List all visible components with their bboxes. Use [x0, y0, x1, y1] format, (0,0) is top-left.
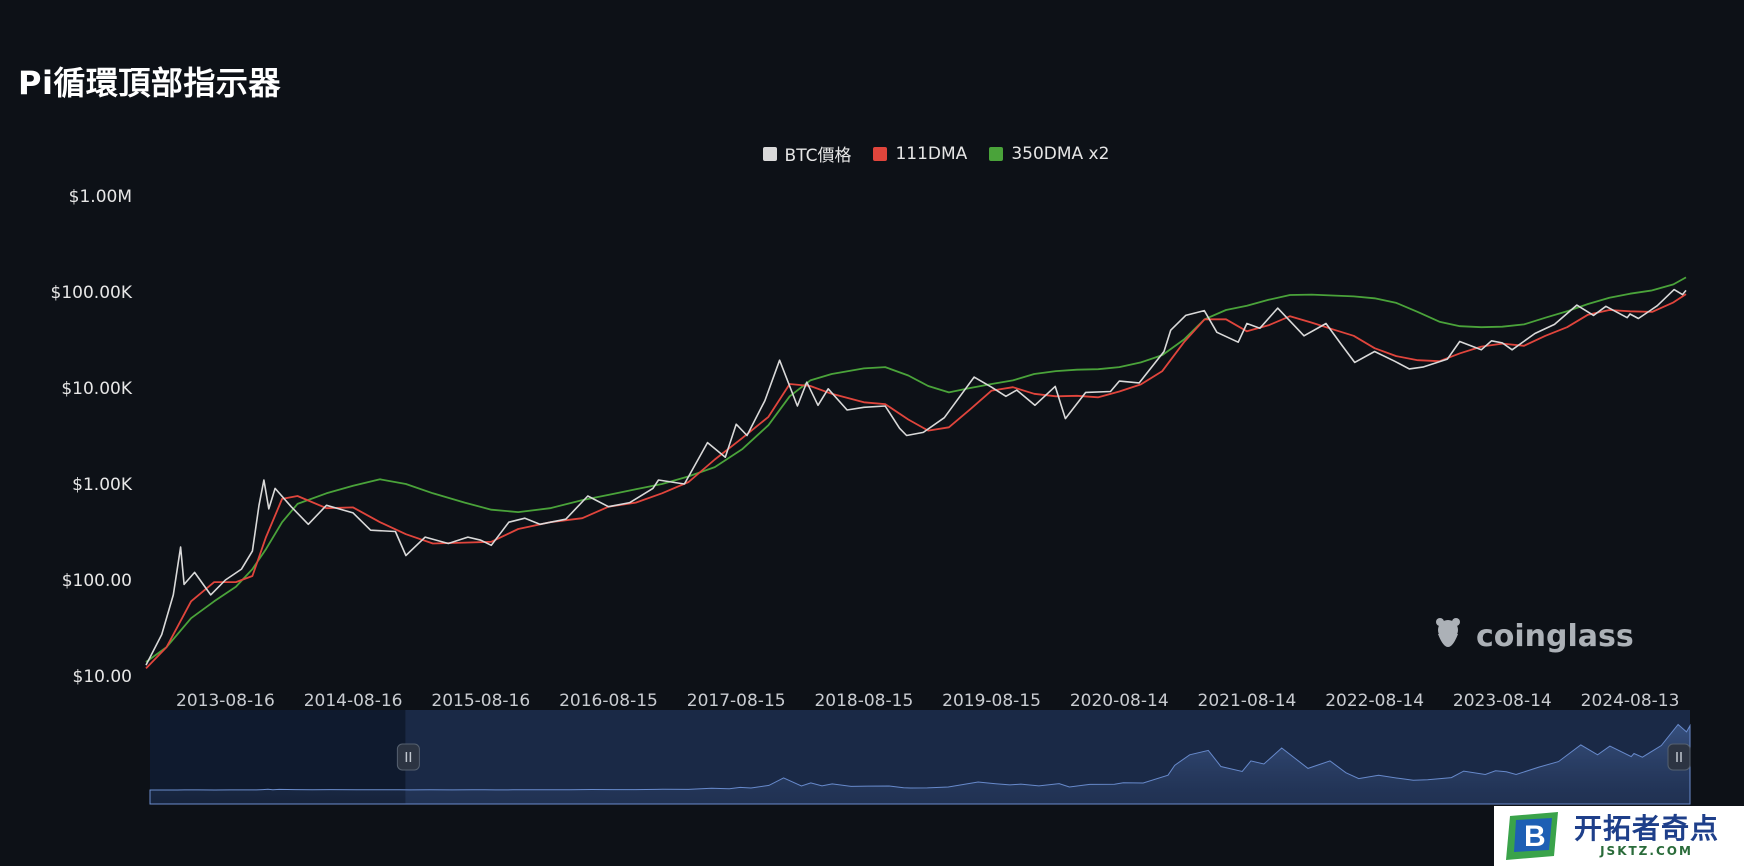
- series-line-btc-price: [145, 288, 1687, 666]
- y-axis: $10.00 $100.00 $1.00K $10.00K $100.00K $1.00M: [51, 187, 133, 687]
- y-tick-label: $1.00K: [72, 475, 133, 495]
- y-tick-label: $100.00K: [51, 283, 133, 303]
- svg-text:B: B: [1524, 820, 1546, 853]
- y-tick-label: $10.00K: [61, 379, 132, 399]
- coinglass-watermark: coinglass: [1428, 616, 1634, 656]
- x-tick-label: 2020-08-14: [1070, 691, 1169, 711]
- legend-item-111dma[interactable]: 111DMA: [873, 141, 967, 166]
- legend-item-350dma-x2[interactable]: 350DMA x2: [989, 141, 1109, 166]
- legend-label-btc-price: BTC價格: [784, 146, 852, 166]
- site-badge[interactable]: B 开拓者奇点 JSKTZ.COM: [1494, 806, 1744, 866]
- badge-logo-icon: B: [1504, 810, 1564, 862]
- watermark-text: coinglass: [1476, 618, 1634, 654]
- navigator-handle-right[interactable]: [1667, 743, 1691, 771]
- x-tick-label: 2015-08-16: [431, 691, 530, 711]
- y-tick-label: $1.00M: [69, 187, 132, 207]
- series-line-350dma-x2: [145, 276, 1687, 663]
- navigator-selection[interactable]: [405, 710, 1690, 804]
- y-tick-label: $10.00: [73, 667, 132, 687]
- x-tick-label: 2023-08-14: [1453, 691, 1552, 711]
- navigator-area: [149, 723, 1691, 805]
- x-tick-label: 2014-08-16: [304, 691, 403, 711]
- y-tick-label: $100.00: [62, 571, 132, 591]
- x-tick-label: 2021-08-14: [1198, 691, 1297, 711]
- x-tick-label: 2018-08-15: [814, 691, 913, 711]
- series-layer: [145, 276, 1687, 670]
- range-navigator[interactable]: [149, 710, 1691, 805]
- page-title: Pi循環頂部指示器: [18, 64, 281, 102]
- navigator-handle-left[interactable]: [396, 743, 420, 771]
- legend-label-350dma-x2: 350DMA x2: [1011, 143, 1110, 164]
- badge-main-text: 开拓者奇点: [1574, 812, 1720, 845]
- legend-item-btc-price[interactable]: BTC價格: [635, 141, 852, 166]
- legend-swatch-111dma: [873, 146, 888, 161]
- legend-label-111dma: 111DMA: [895, 143, 968, 164]
- x-tick-label: 2022-08-14: [1325, 691, 1424, 711]
- x-tick-label: 2016-08-15: [559, 691, 658, 711]
- x-tick-label: 2019-08-15: [942, 691, 1041, 711]
- x-axis: 2013-08-16 2014-08-16 2015-08-16 2016-08-15…: [176, 691, 1679, 711]
- x-tick-label: 2017-08-15: [687, 691, 786, 711]
- x-tick-label: 2024-08-13: [1581, 691, 1680, 711]
- legend-swatch-350dma-x2: [989, 146, 1004, 161]
- badge-sub-text: JSKTZ.COM: [1600, 844, 1693, 858]
- x-tick-label: 2013-08-16: [176, 691, 275, 711]
- series-line-111dma: [145, 293, 1687, 670]
- coinglass-logo-icon: [1436, 618, 1460, 647]
- legend-swatch-btc-price: [762, 146, 777, 161]
- chart-legend: BTC價格 111DMA 350DMA x2: [0, 141, 1744, 166]
